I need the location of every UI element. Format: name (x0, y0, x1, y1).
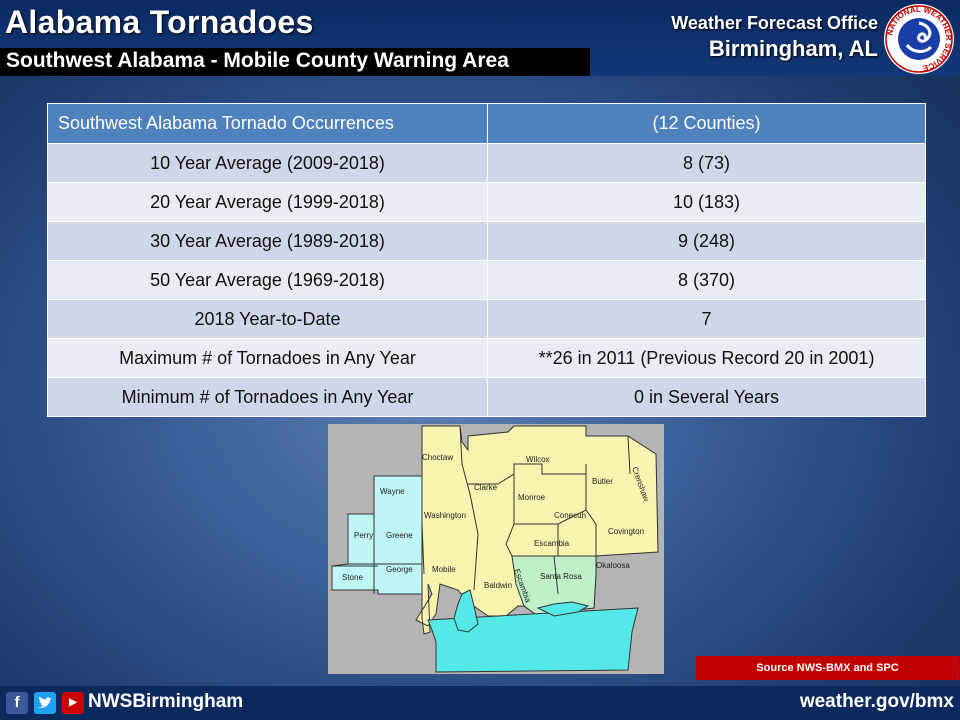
county-label: Monroe (518, 493, 546, 502)
table-cell-label: Maximum # of Tornadoes in Any Year (47, 338, 488, 378)
source-label: Source NWS-BMX and SPC (696, 656, 959, 680)
gulf-water (427, 607, 639, 673)
table-header-cell: Southwest Alabama Tornado Occurrences (47, 103, 488, 144)
county-label: Greene (386, 531, 413, 540)
mobile-bay (453, 589, 479, 633)
office-label: Weather Forecast Office Birmingham, AL (671, 13, 878, 62)
office-line1: Weather Forecast Office (671, 13, 878, 33)
alabama-region (415, 425, 659, 635)
county-label: Choctaw (422, 453, 453, 462)
table-cell-value: 8 (73) (487, 143, 926, 183)
county-label: Conecuh (554, 511, 586, 520)
table-header-row: Southwest Alabama Tornado Occurrences (1… (47, 103, 926, 144)
nws-logo: NATIONAL WEATHER SERVICE (884, 4, 954, 74)
table-row: 50 Year Average (1969-2018) 8 (370) (47, 260, 926, 300)
page-subtitle: Southwest Alabama - Mobile County Warnin… (6, 49, 509, 72)
table-header-cell: (12 Counties) (487, 103, 926, 144)
table-row: 30 Year Average (1989-2018) 9 (248) (47, 221, 926, 261)
social-handle[interactable]: NWSBirmingham (88, 691, 244, 712)
table-row: 10 Year Average (2009-2018) 8 (73) (47, 143, 926, 183)
page-title: Alabama Tornadoes (5, 4, 314, 40)
table-cell-value: 0 in Several Years (487, 377, 926, 417)
county-label: Butler (592, 477, 613, 486)
county-label: Perry (354, 531, 373, 540)
tornado-stats-table: Southwest Alabama Tornado Occurrences (1… (47, 103, 926, 417)
footer-bar (0, 686, 960, 720)
county-label: Santa Rosa (540, 572, 582, 581)
table-cell-label: 30 Year Average (1989-2018) (47, 221, 488, 261)
table-cell-label: 50 Year Average (1969-2018) (47, 260, 488, 300)
table-cell-value: 10 (183) (487, 182, 926, 222)
county-label: Washington (424, 511, 466, 520)
website-url[interactable]: weather.gov/bmx (799, 691, 954, 712)
subtitle-bar (0, 48, 590, 76)
county-label: George (386, 565, 413, 574)
table-row: Minimum # of Tornadoes in Any Year 0 in … (47, 377, 926, 417)
table-cell-value: 9 (248) (487, 221, 926, 261)
facebook-icon[interactable]: f (6, 692, 28, 714)
youtube-icon[interactable]: ▶ (62, 692, 84, 714)
office-line2: Birmingham, AL (708, 36, 878, 61)
county-label: Mobile (432, 565, 456, 574)
table-cell-label: 20 Year Average (1999-2018) (47, 182, 488, 222)
table-cell-value: 7 (487, 299, 926, 339)
table-row: 2018 Year-to-Date 7 (47, 299, 926, 339)
county-label: Baldwin (484, 581, 512, 590)
county-label: Wayne (380, 487, 405, 496)
county-label: Wilcox (526, 455, 550, 464)
pensacola-bay (536, 601, 590, 617)
table-row: Maximum # of Tornadoes in Any Year **26 … (47, 338, 926, 378)
table-cell-label: Minimum # of Tornadoes in Any Year (47, 377, 488, 417)
table-row: 20 Year Average (1999-2018) 10 (183) (47, 182, 926, 222)
county-lines (332, 425, 631, 595)
table-cell-label: 2018 Year-to-Date (47, 299, 488, 339)
table-cell-label: 10 Year Average (2009-2018) (47, 143, 488, 183)
county-label: Escambia (534, 539, 570, 548)
county-label: Stone (342, 573, 363, 582)
county-label: Clarke (474, 483, 498, 492)
twitter-icon[interactable] (34, 692, 56, 714)
table-cell-value: 8 (370) (487, 260, 926, 300)
county-label: Covington (608, 527, 644, 536)
county-map: Choctaw Wilcox Butler Crenshaw Wayne Cla… (328, 424, 664, 674)
county-label: Okaloosa (596, 561, 630, 570)
table-cell-value: **26 in 2011 (Previous Record 20 in 2001… (487, 338, 926, 378)
